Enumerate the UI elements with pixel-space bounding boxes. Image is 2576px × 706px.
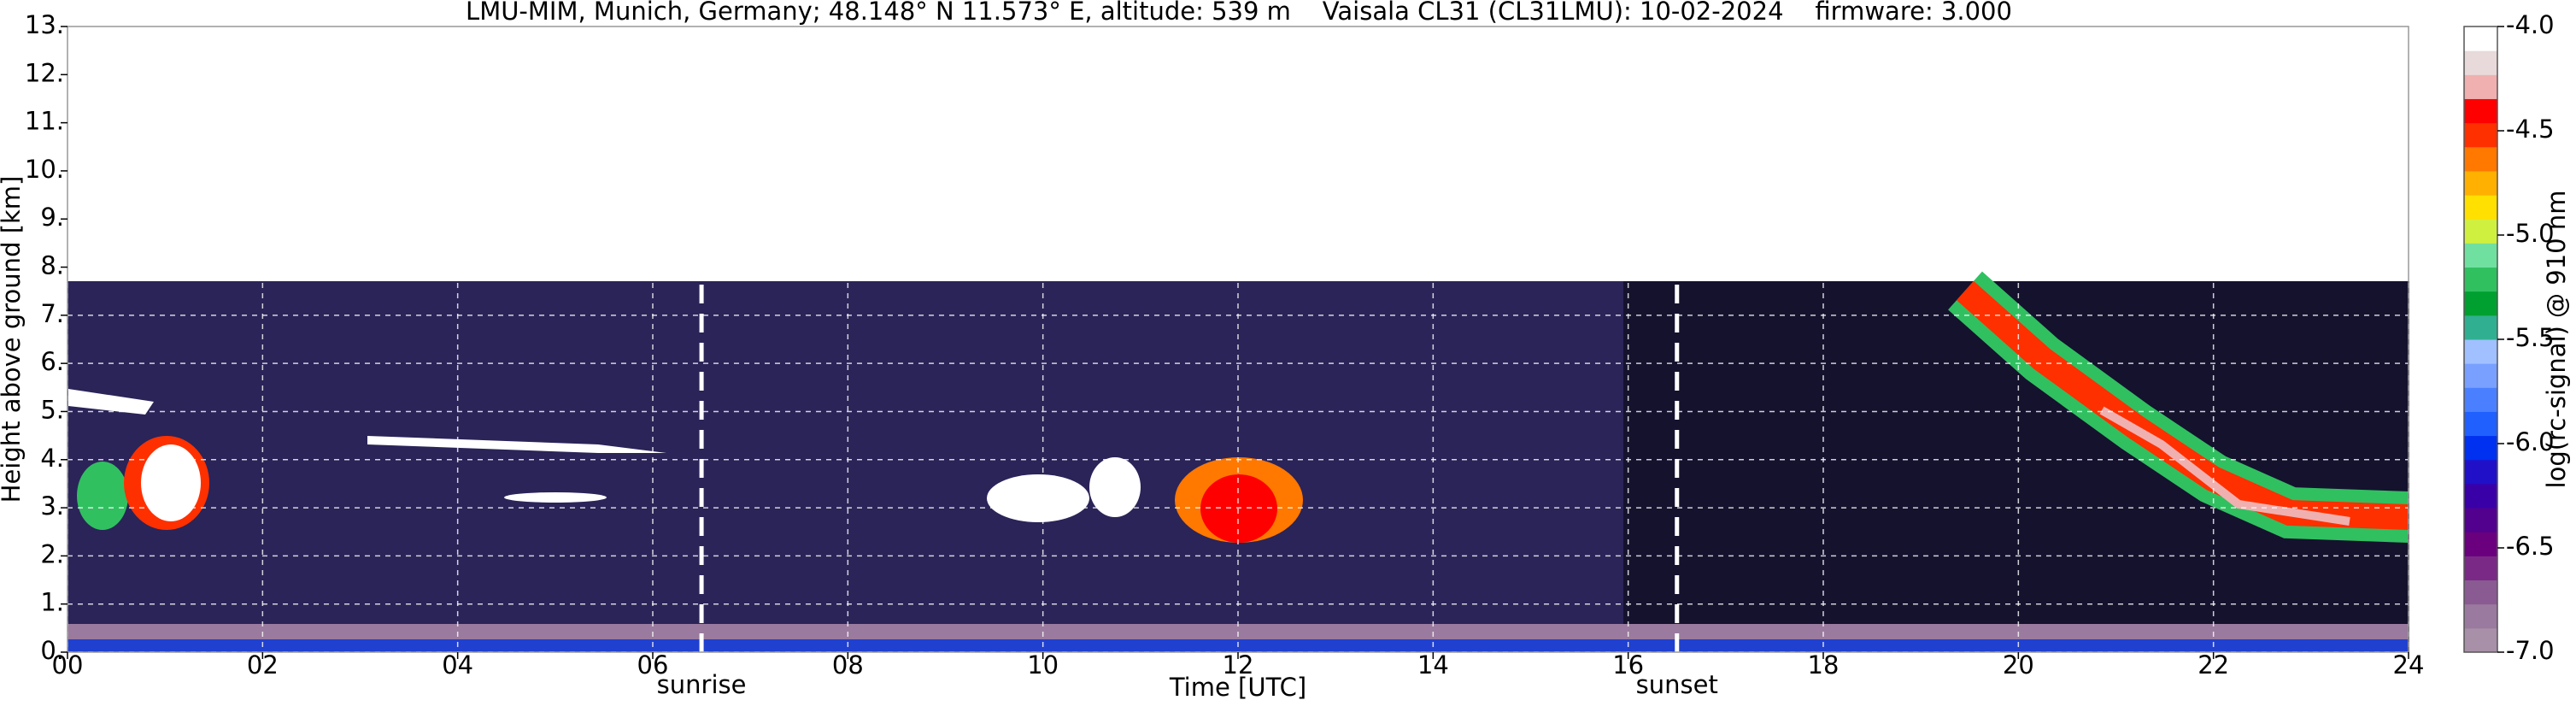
colorbar-segment	[2464, 627, 2497, 653]
y-tick-label: 11.	[25, 107, 64, 136]
colorbar-segment	[2464, 339, 2497, 364]
colorbar-segment	[2464, 459, 2497, 485]
colorbar-segment	[2464, 435, 2497, 461]
cloud-echo	[987, 474, 1089, 522]
cloud-echo	[1200, 474, 1277, 543]
x-tick-label: 04	[442, 650, 473, 680]
colorbar-segment	[2464, 315, 2497, 340]
colorbar-segment	[2464, 532, 2497, 556]
x-tick-label: 06	[637, 650, 669, 680]
colorbar-segment	[2464, 411, 2497, 437]
colorbar-segment	[2464, 387, 2497, 412]
colorbar-segment	[2464, 219, 2497, 244]
y-tick-label: 5.	[40, 395, 64, 424]
cloud-echo	[68, 389, 154, 415]
x-axis-label: Time [UTC]	[1169, 673, 1306, 702]
colorbar-segment	[2464, 483, 2497, 509]
cloud-echo	[141, 444, 201, 521]
y-tick-label: 4.	[40, 444, 64, 473]
chart-title: LMU-MIM, Munich, Germany; 48.148° N 11.5…	[466, 0, 2012, 26]
colorbar-segment	[2464, 556, 2497, 581]
colorbar-segment	[2464, 26, 2497, 51]
x-tick-label: 20	[2003, 650, 2034, 680]
x-tick-label: 08	[832, 650, 864, 680]
colorbar-tick-label: -4.5	[2506, 115, 2555, 144]
y-tick-label: 13.	[25, 10, 64, 39]
y-tick-label: 1.	[40, 588, 64, 617]
colorbar-segment	[2464, 508, 2497, 532]
colorbar-segment	[2464, 243, 2497, 268]
y-tick-label: 7.	[40, 299, 64, 328]
x-tick-label: 00	[52, 650, 84, 680]
x-tick-label: 14	[1417, 650, 1449, 680]
colorbar-tick-label: -4.0	[2506, 10, 2555, 39]
colorbar-segment	[2464, 122, 2497, 148]
y-tick-label: 3.	[40, 491, 64, 521]
colorbar-segment	[2464, 267, 2497, 292]
colorbar-segment	[2464, 146, 2497, 172]
cloud-echo	[2099, 406, 2350, 526]
colorbar-tick-label: -6.0	[2506, 427, 2555, 456]
annotation-label: sunset	[1636, 670, 1718, 699]
colorbar-label: log(rc-signal) @ 910 nm	[2542, 191, 2571, 489]
y-tick-label: 6.	[40, 347, 64, 376]
y-tick-label: 12.	[25, 58, 64, 87]
x-tick-label: 12	[1223, 650, 1254, 680]
colorbar-tick-label: -6.5	[2506, 532, 2555, 561]
x-tick-label: 24	[2393, 650, 2425, 680]
x-tick-label: 02	[247, 650, 279, 680]
cloud-echo	[367, 436, 666, 453]
x-tick-label: 18	[1808, 650, 1840, 680]
x-tick-label: 10	[1027, 650, 1059, 680]
colorbar-segment	[2464, 580, 2497, 605]
cloud-echoes	[68, 271, 2410, 543]
colorbar-segment	[2464, 74, 2497, 99]
colorbar-tick-label: -5.5	[2506, 323, 2555, 352]
cloud-echo	[1089, 457, 1141, 517]
colorbar-segment	[2464, 603, 2497, 629]
y-tick-label: 2.	[40, 539, 64, 568]
annotation-label: sunrise	[657, 670, 747, 699]
colorbar-segment	[2464, 170, 2497, 196]
y-tick-label: 0.	[40, 636, 64, 665]
y-axis-label: Height above ground [km]	[0, 176, 26, 503]
cloud-echo	[504, 492, 607, 503]
y-tick-label: 8.	[40, 251, 64, 280]
colorbar-segment	[2464, 98, 2497, 124]
y-tick-label: 10.	[25, 155, 64, 184]
colorbar-segment	[2464, 50, 2497, 75]
y-tick-label: 9.	[40, 203, 64, 232]
x-tick-label: 22	[2198, 650, 2229, 680]
colorbar-tick-label: -7.0	[2506, 636, 2555, 665]
colorbar-tick-label: -5.0	[2506, 219, 2555, 248]
colorbar-segment	[2464, 363, 2497, 388]
colorbar-segment	[2464, 291, 2497, 316]
colorbar-segment	[2464, 195, 2497, 220]
cloud-echo	[77, 462, 128, 530]
x-tick-label: 16	[1612, 650, 1644, 680]
